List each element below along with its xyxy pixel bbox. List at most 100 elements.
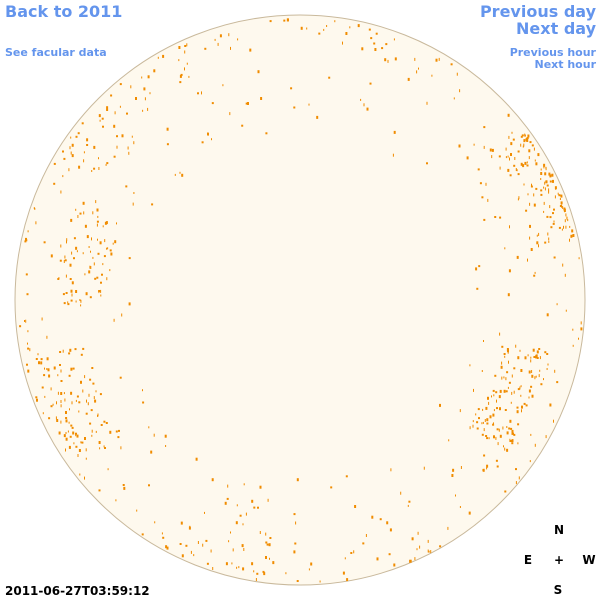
- facula: [495, 436, 497, 440]
- facula: [79, 473, 81, 476]
- facula: [554, 195, 556, 199]
- facula: [77, 215, 79, 218]
- facula: [499, 407, 501, 411]
- facula: [553, 220, 555, 223]
- facula: [540, 193, 543, 196]
- facula: [179, 74, 182, 78]
- facula: [334, 20, 336, 23]
- facula: [376, 557, 379, 561]
- facula: [100, 424, 103, 426]
- previous-day-link[interactable]: Previous day: [480, 2, 597, 21]
- facula: [522, 164, 525, 168]
- facula: [113, 318, 115, 322]
- facula: [195, 457, 198, 461]
- facula: [473, 143, 475, 146]
- facula: [40, 358, 43, 361]
- facula: [475, 413, 477, 416]
- facula: [260, 97, 263, 100]
- facula: [77, 454, 79, 457]
- facula: [485, 406, 488, 410]
- facula: [46, 368, 48, 370]
- facula: [70, 367, 73, 371]
- facula: [511, 439, 514, 443]
- facula: [546, 215, 549, 218]
- facula: [511, 374, 513, 378]
- facula: [548, 240, 550, 243]
- facula: [293, 513, 296, 516]
- next-hour-link[interactable]: Next hour: [535, 58, 597, 71]
- facula: [245, 102, 248, 105]
- facula: [517, 442, 519, 445]
- facular-data-link[interactable]: See facular data: [5, 46, 107, 59]
- facula: [217, 42, 219, 46]
- facula: [136, 509, 138, 512]
- next-day-link[interactable]: Next day: [516, 19, 597, 38]
- facula: [345, 475, 348, 478]
- facula: [423, 466, 425, 470]
- facula: [483, 340, 484, 342]
- facula: [142, 109, 144, 112]
- facula: [179, 81, 182, 84]
- facula: [259, 485, 262, 489]
- previous-hour-link[interactable]: Previous hour: [510, 46, 597, 59]
- facula: [519, 386, 521, 390]
- facula: [265, 556, 267, 559]
- facula: [143, 87, 146, 91]
- facula: [112, 242, 114, 245]
- facula: [224, 501, 227, 505]
- facula: [387, 59, 389, 63]
- facula: [393, 563, 396, 567]
- facula: [157, 56, 159, 59]
- facula: [477, 408, 480, 411]
- facula: [536, 357, 539, 359]
- facula: [503, 376, 505, 379]
- facula: [316, 115, 319, 119]
- facula: [60, 392, 63, 395]
- facula: [571, 229, 574, 233]
- facula: [228, 540, 230, 543]
- facula: [128, 257, 131, 260]
- facula: [142, 401, 145, 404]
- compass-south: S: [554, 583, 563, 597]
- facula: [96, 208, 99, 212]
- facula: [531, 183, 532, 187]
- facula: [93, 396, 95, 400]
- back-link[interactable]: Back to 2011: [5, 2, 122, 21]
- facula: [523, 183, 525, 186]
- facula: [115, 499, 117, 502]
- facula: [141, 76, 143, 79]
- facula: [418, 67, 419, 70]
- facula: [26, 293, 29, 296]
- facula: [94, 277, 97, 280]
- facula: [81, 441, 84, 444]
- facula: [65, 437, 68, 441]
- facula: [494, 374, 497, 377]
- facula: [476, 287, 479, 290]
- facula: [151, 203, 154, 206]
- facula: [524, 356, 527, 360]
- facula: [106, 277, 108, 281]
- facula: [121, 134, 124, 138]
- facula: [73, 442, 75, 445]
- facula: [536, 241, 539, 245]
- facula: [308, 568, 310, 571]
- facula: [97, 238, 98, 241]
- facula: [533, 274, 536, 277]
- facula: [70, 299, 73, 302]
- facula: [472, 420, 474, 423]
- facula: [161, 532, 163, 535]
- facula: [210, 549, 212, 553]
- facula: [75, 208, 77, 211]
- facula: [128, 302, 131, 306]
- facula: [70, 289, 73, 293]
- facula: [511, 391, 513, 395]
- facula: [543, 210, 545, 213]
- facula: [174, 173, 176, 176]
- facula: [84, 273, 86, 276]
- facula: [242, 567, 245, 571]
- facula: [59, 351, 62, 353]
- facula: [109, 430, 112, 434]
- facula: [366, 107, 369, 111]
- facula: [197, 541, 199, 544]
- facula: [507, 155, 509, 158]
